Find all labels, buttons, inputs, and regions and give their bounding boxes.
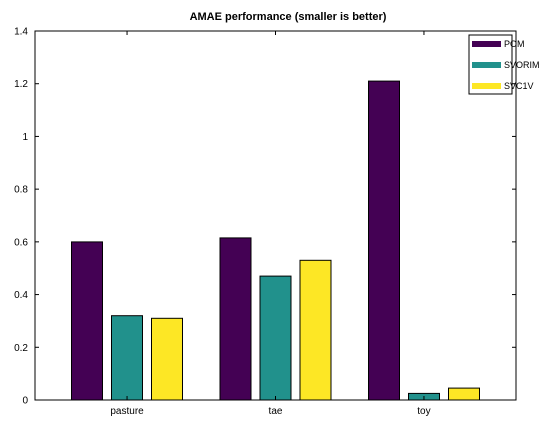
bar-pom-tae — [219, 237, 252, 401]
legend-swatch-svc1v — [472, 83, 501, 89]
x-tick-label-pasture: pasture — [110, 406, 144, 417]
legend: POM SVORIM SVC1V — [468, 34, 540, 95]
y-tick-label: 1.2 — [14, 79, 28, 90]
bar-pom-toy — [368, 80, 400, 401]
bar-pom-pasture — [71, 241, 103, 401]
x-axis: pasture tae toy — [110, 31, 431, 417]
legend-swatch-svorim — [472, 62, 501, 68]
bars-layer — [71, 80, 480, 401]
y-tick-label: 0 — [22, 396, 28, 407]
legend-label-svorim: SVORIM — [504, 60, 540, 70]
bar-svc1v-pasture — [151, 317, 183, 401]
legend-label-pom: POM — [504, 39, 525, 49]
y-tick-label: 0.8 — [14, 185, 28, 196]
x-tick-label-tae: tae — [269, 406, 283, 417]
y-axis: 0 0.2 0.4 0.6 0.8 1 1.2 1.4 — [14, 27, 516, 407]
legend-swatch-pom — [472, 41, 501, 47]
y-tick-label: 1 — [22, 132, 28, 143]
y-tick-label: 0.6 — [14, 237, 28, 248]
chart-title: AMAE performance (smaller is better) — [190, 11, 387, 23]
bar-svc1v-toy — [448, 387, 480, 401]
y-tick-label: 0.2 — [14, 343, 28, 354]
bar-svorim-tae — [259, 275, 292, 401]
legend-label-svc1v: SVC1V — [504, 81, 534, 91]
y-tick-label: 1.4 — [14, 27, 28, 38]
bar-svorim-pasture — [111, 315, 143, 401]
bar-svc1v-tae — [299, 259, 332, 401]
y-tick-label: 0.4 — [14, 290, 28, 301]
x-tick-label-toy: toy — [417, 406, 430, 417]
